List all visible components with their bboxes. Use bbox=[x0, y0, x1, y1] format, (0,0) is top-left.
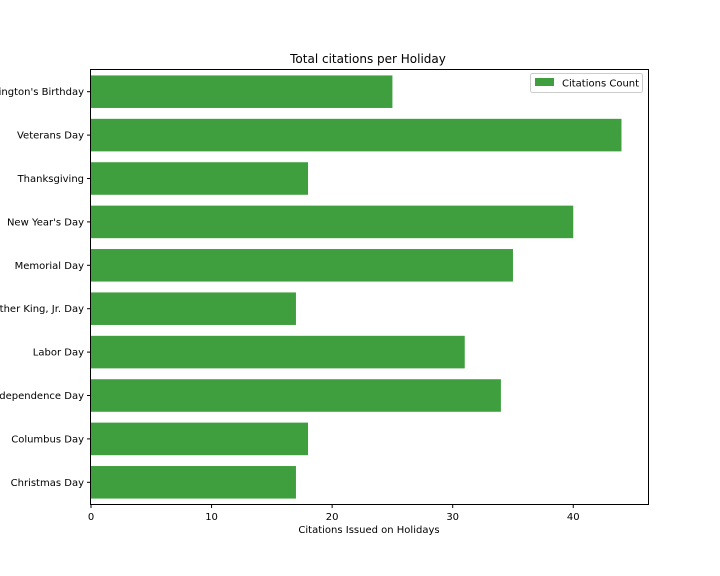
y-tick-label: Columbus Day bbox=[11, 434, 84, 445]
bar bbox=[91, 249, 513, 282]
y-tick-label: Independence Day bbox=[0, 391, 84, 402]
bar bbox=[91, 118, 622, 152]
x-tick-label: 10 bbox=[205, 512, 218, 523]
legend: Citations Count bbox=[530, 73, 643, 93]
bar bbox=[91, 205, 574, 239]
plot-frame bbox=[90, 69, 649, 505]
bar bbox=[91, 162, 309, 195]
x-tick-label: 20 bbox=[326, 512, 339, 523]
bar bbox=[91, 466, 296, 499]
x-axis-label: Citations Issued on Holidays bbox=[298, 525, 439, 536]
bar bbox=[91, 379, 501, 412]
x-tick-label: 0 bbox=[88, 512, 94, 523]
y-tick-label: Labor Day bbox=[33, 348, 84, 359]
y-tick-labels: Washington's Birthday Veterans Day Thanksg… bbox=[0, 87, 91, 489]
y-tick-label: Memorial Day bbox=[15, 261, 84, 272]
y-tick-label: Christmas Day bbox=[11, 478, 84, 489]
y-tick-label: Veterans Day bbox=[17, 131, 84, 142]
y-tick-label: New Year's Day bbox=[7, 217, 84, 228]
bar bbox=[91, 75, 393, 108]
bars-group bbox=[91, 75, 622, 499]
x-ticks: 0 10 20 30 40 bbox=[88, 504, 580, 523]
bar bbox=[91, 422, 309, 456]
legend-box bbox=[530, 73, 643, 93]
bar bbox=[91, 292, 296, 325]
chart-title: Total citations per Holiday bbox=[289, 52, 446, 66]
y-tick-label: Thanksgiving bbox=[17, 174, 84, 185]
x-tick-label: 30 bbox=[446, 512, 459, 523]
legend-swatch bbox=[535, 78, 554, 86]
bar bbox=[91, 335, 465, 369]
x-tick-label: 40 bbox=[567, 512, 580, 523]
y-tick-label: Washington's Birthday bbox=[0, 87, 84, 98]
legend-label: Citations Count bbox=[562, 79, 639, 90]
y-tick-label: Martin Luther King, Jr. Day bbox=[0, 304, 84, 315]
